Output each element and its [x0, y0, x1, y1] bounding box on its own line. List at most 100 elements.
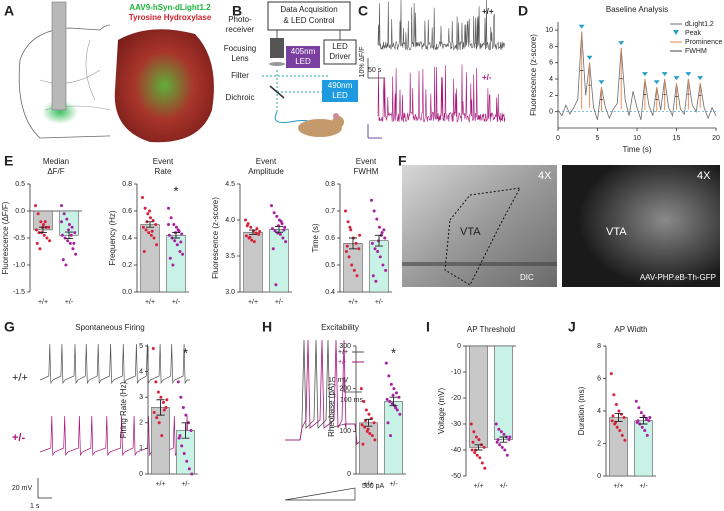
- data-point: [152, 236, 156, 240]
- y-tick-label: 200: [339, 386, 351, 393]
- data-point: [373, 247, 377, 251]
- data-point: [254, 231, 258, 235]
- data-point: [352, 268, 356, 272]
- data-point: [397, 395, 401, 399]
- data-point: [478, 456, 482, 460]
- data-point: [392, 387, 396, 391]
- x-tick-label: +/-: [172, 299, 181, 306]
- data-point: [384, 268, 388, 272]
- panel-letter: C: [358, 3, 368, 19]
- data-point: [642, 414, 646, 418]
- data-point: [634, 399, 638, 403]
- error-bar: [499, 436, 508, 443]
- data-point: [367, 412, 371, 416]
- data-point: [505, 453, 509, 457]
- data-point: [386, 421, 390, 425]
- data-point: [141, 225, 145, 229]
- y-tick-label: -50: [451, 473, 461, 480]
- data-point: [167, 206, 171, 210]
- data-point: [500, 445, 504, 449]
- data-point: [72, 241, 76, 245]
- y-tick-label: 4: [549, 76, 553, 83]
- data-point: [470, 448, 474, 452]
- data-point: [614, 403, 618, 406]
- optic-fiber: [51, 1, 67, 111]
- magnification: 4X: [538, 170, 552, 182]
- data-point: [344, 250, 348, 253]
- panel-letter: J: [568, 319, 576, 335]
- data-point: [345, 244, 349, 248]
- data-point: [147, 231, 151, 235]
- data-point: [257, 232, 261, 236]
- data-point: [189, 428, 193, 432]
- bar: [609, 417, 628, 477]
- data-point: [372, 209, 376, 213]
- error-bar: [364, 418, 373, 427]
- data-point: [385, 397, 389, 401]
- data-point: [34, 204, 38, 208]
- x-tick-label: +/+: [473, 483, 483, 490]
- data-point: [610, 419, 614, 423]
- data-point: [370, 198, 374, 202]
- data-point: [370, 241, 374, 245]
- data-point: [62, 212, 66, 216]
- data-point: [611, 414, 615, 418]
- peak-marker: [618, 41, 625, 46]
- x-axis-label: Time (s): [622, 145, 651, 154]
- y-tick-label: 0.0: [122, 289, 132, 296]
- peak-marker: [673, 76, 680, 81]
- panel-letter: I: [426, 319, 430, 335]
- panel-letter: E: [4, 153, 13, 169]
- data-point: [496, 438, 500, 442]
- data-point: [36, 212, 40, 216]
- y-tick-label: 2: [597, 440, 601, 447]
- scale-label: 100 ms: [340, 397, 363, 404]
- bar: [469, 345, 488, 448]
- x-tick-label: 20: [712, 135, 720, 142]
- data-point: [636, 419, 640, 423]
- data-point: [172, 223, 176, 226]
- bar: [166, 235, 186, 293]
- data-point: [66, 239, 70, 243]
- virus-spot: [42, 100, 78, 124]
- data-point: [398, 412, 402, 416]
- data-point: [150, 229, 154, 233]
- data-point: [362, 399, 366, 403]
- legend-swatch: [673, 30, 679, 35]
- data-point: [615, 425, 619, 429]
- y-tick-label: 0.5: [325, 262, 335, 269]
- data-point: [609, 372, 613, 376]
- data-point: [141, 196, 145, 199]
- panel-h: Excitability +/+ +/- 10 mV 100 ms 500 pA: [284, 323, 385, 501]
- y-axis-label: Duration (ms): [577, 386, 586, 435]
- stim-ramp: [284, 487, 356, 501]
- peak-marker: [586, 55, 593, 60]
- led490-label: 490nm: [328, 81, 353, 90]
- data-point: [483, 466, 487, 470]
- peak-marker: [685, 72, 692, 77]
- data-point: [617, 409, 621, 413]
- data-point: [395, 408, 399, 412]
- data-point: [190, 472, 194, 476]
- data-point: [171, 263, 175, 267]
- data-point: [639, 411, 643, 415]
- data-point: [377, 225, 381, 229]
- led490-label: LED: [332, 91, 348, 100]
- x-tick-label: +/-: [499, 483, 508, 490]
- data-point: [637, 406, 641, 410]
- data-point: [156, 390, 160, 394]
- genotype-label: +/+: [482, 7, 494, 16]
- data-point: [70, 225, 74, 229]
- data-point: [278, 232, 282, 236]
- data-point: [361, 442, 365, 446]
- data-point: [618, 429, 622, 432]
- data-point: [176, 228, 180, 232]
- filter-label: Filter: [231, 71, 249, 80]
- data-point: [60, 233, 64, 237]
- data-point: [284, 240, 288, 244]
- data-point: [181, 405, 185, 409]
- dic-artifact: [402, 262, 557, 266]
- genotype-label: +/-: [12, 432, 25, 444]
- data-point: [475, 453, 479, 457]
- data-point: [270, 204, 274, 208]
